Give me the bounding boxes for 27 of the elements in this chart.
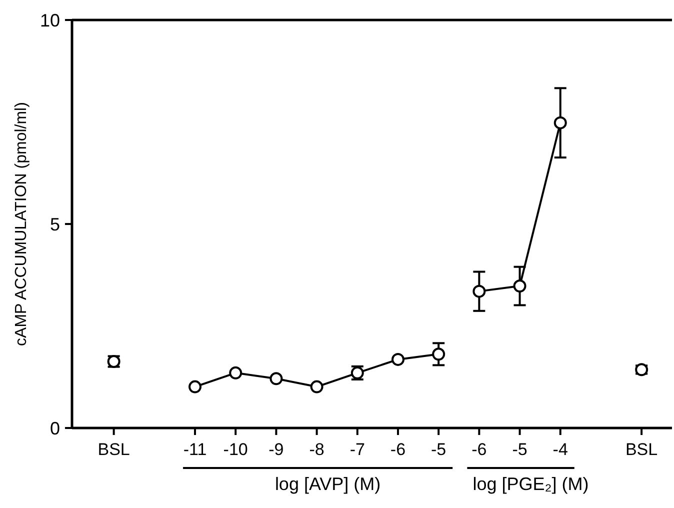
x-tick-label: -4: [552, 440, 568, 459]
x-tick-label: -5: [512, 440, 528, 459]
point: [432, 348, 446, 361]
text: log [AVP] (M): [274, 474, 381, 494]
point: [229, 366, 242, 380]
y-axis-title: cAMP ACCUMULATION (pmol/ml): [13, 102, 30, 346]
x-tick-label: -9: [268, 440, 284, 459]
x-tick-label: -5: [431, 440, 446, 459]
x-tick-label: BSL: [625, 440, 658, 459]
y-tick-label: 0: [50, 418, 60, 438]
point: [472, 284, 486, 298]
x-tick-label: -10: [223, 440, 248, 459]
point: [554, 116, 567, 130]
y-tick-label: 10: [40, 10, 60, 30]
point: [270, 372, 283, 386]
point: [310, 380, 324, 394]
point: [513, 280, 526, 293]
x-tick-label: -8: [309, 440, 324, 459]
x-tick-label: -7: [350, 440, 365, 459]
x-tick-label: -6: [472, 440, 487, 459]
text: log [PGE₂] (M): [472, 474, 589, 494]
x-tick-label: BSL: [98, 440, 130, 459]
x-tick-label: -6: [390, 440, 406, 459]
point: [188, 380, 202, 394]
y-tick-label: 5: [50, 214, 60, 234]
point: [391, 352, 404, 366]
x-tick-label: -11: [183, 440, 207, 459]
